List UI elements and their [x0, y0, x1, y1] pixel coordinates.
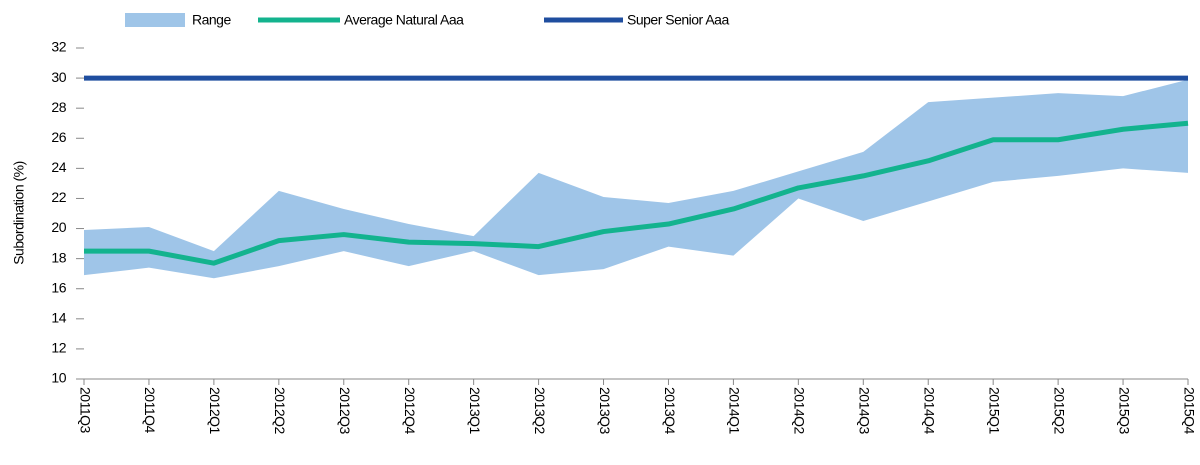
y-tick-label: 28 — [51, 99, 66, 115]
y-tick-label: 20 — [51, 219, 66, 235]
x-tick-label: 2014Q1 — [727, 387, 743, 435]
y-tick-label: 30 — [51, 69, 66, 85]
legend-label: Range — [192, 12, 231, 28]
y-axis-label: Subordination (%) — [11, 161, 27, 265]
x-tick-label: 2012Q2 — [272, 387, 288, 435]
x-tick-label: 2012Q4 — [402, 387, 418, 435]
x-tick-label: 2014Q4 — [922, 387, 938, 435]
x-tick-label: 2011Q4 — [142, 387, 158, 433]
x-tick-label: 2013Q2 — [532, 387, 548, 435]
y-tick-label: 22 — [51, 189, 66, 205]
y-tick-label: 12 — [51, 340, 66, 356]
legend-label: Average Natural Aaa — [344, 12, 464, 28]
legend-label: Super Senior Aaa — [627, 12, 729, 28]
y-tick-label: 24 — [51, 159, 66, 175]
x-tick-label: 2015Q2 — [1051, 387, 1067, 435]
y-tick-label: 18 — [51, 249, 66, 265]
x-tick-label: 2013Q3 — [597, 387, 613, 435]
x-tick-label: 2014Q2 — [792, 387, 808, 435]
y-tick-label: 32 — [51, 39, 66, 55]
legend-swatch — [125, 13, 185, 27]
y-tick-label: 14 — [51, 310, 66, 326]
x-tick-label: 2013Q1 — [467, 387, 483, 435]
x-tick-label: 2013Q4 — [662, 387, 678, 435]
x-tick-label: 2015Q4 — [1181, 387, 1197, 435]
y-tick-label: 10 — [51, 370, 66, 386]
x-tick-label: 2012Q1 — [207, 387, 223, 435]
x-tick-label: 2014Q3 — [857, 387, 873, 435]
x-tick-label: 2012Q3 — [337, 387, 353, 435]
x-tick-label: 2011Q3 — [77, 387, 93, 433]
range-area — [84, 79, 1188, 279]
y-tick-label: 16 — [51, 279, 66, 295]
x-tick-label: 2015Q3 — [1116, 387, 1132, 435]
x-tick-label: 2015Q1 — [986, 387, 1002, 435]
series-line — [84, 120, 1189, 266]
y-tick-label: 26 — [51, 129, 66, 145]
